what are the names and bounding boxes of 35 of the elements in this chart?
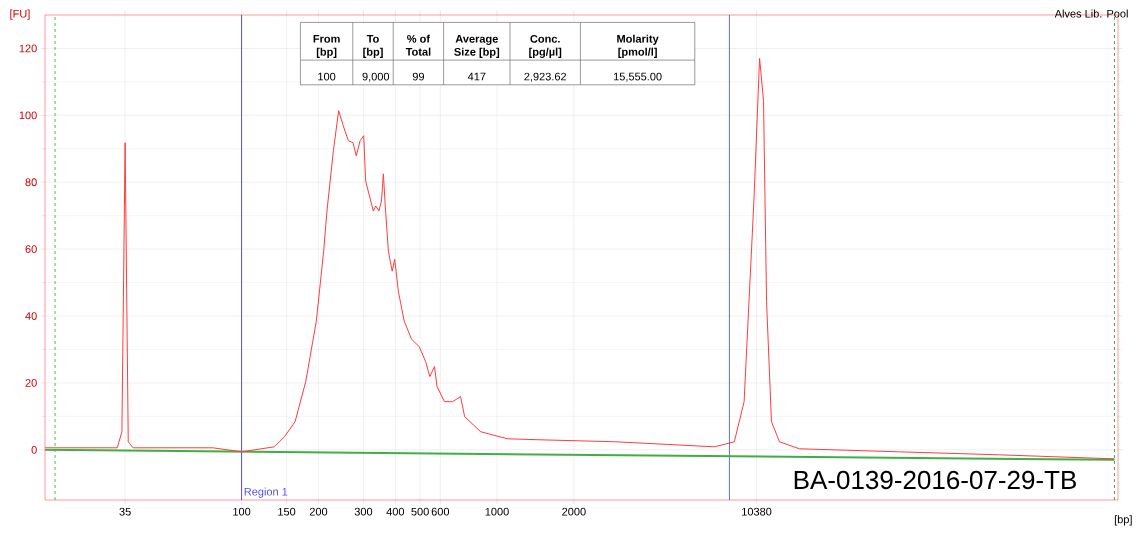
x-tick-label: 35 bbox=[119, 507, 131, 516]
annotation: From [bp] bbox=[313, 35, 340, 58]
annotation: Conc. [pg/µl] bbox=[529, 34, 562, 58]
y-tick-label: 100 bbox=[19, 111, 37, 120]
annotation: 100 bbox=[318, 72, 336, 81]
annotation: Molarity [pmol/l] bbox=[617, 34, 659, 58]
annotation: 2,923.62 bbox=[524, 72, 567, 82]
ref-line-label: Region 1 bbox=[244, 487, 288, 498]
chart-title: Alves Lib. Pool bbox=[1054, 9, 1128, 18]
x-tick-label: 300 bbox=[354, 507, 373, 516]
annotation: 15,555.00 bbox=[613, 72, 662, 82]
y-tick-label: 60 bbox=[25, 245, 37, 254]
x-tick-label: 500 bbox=[411, 507, 429, 516]
y-axis-title: [FU] bbox=[10, 9, 30, 20]
y-tick-label: 40 bbox=[25, 312, 37, 320]
annotation: BA-0139-2016-07-29-TB bbox=[794, 470, 1076, 490]
x-tick-label: 100 bbox=[233, 507, 251, 516]
y-tick-label: 80 bbox=[25, 178, 37, 187]
annotation: Average Size [bp] bbox=[454, 35, 500, 58]
annotation: 417 bbox=[467, 72, 486, 81]
annotation: To [bp] bbox=[363, 35, 383, 58]
x-tick-label: 10380 bbox=[742, 507, 772, 516]
y-tick-label: 0 bbox=[31, 445, 37, 454]
x-tick-label: 1000 bbox=[485, 507, 509, 516]
x-tick-label: 200 bbox=[309, 507, 328, 516]
x-tick-label: 400 bbox=[386, 507, 405, 516]
y-tick-label: 120 bbox=[19, 44, 37, 53]
annotation: 99 bbox=[412, 72, 425, 81]
x-tick-label: 150 bbox=[278, 507, 296, 516]
y-tick-label: 20 bbox=[25, 379, 37, 387]
x-axis-title: [bp] bbox=[1114, 515, 1132, 526]
x-tick-label: 600 bbox=[431, 507, 450, 516]
annotation: 9,000 bbox=[362, 72, 390, 82]
annotation: % of Total bbox=[405, 34, 431, 56]
x-tick-label: 2000 bbox=[562, 507, 586, 516]
